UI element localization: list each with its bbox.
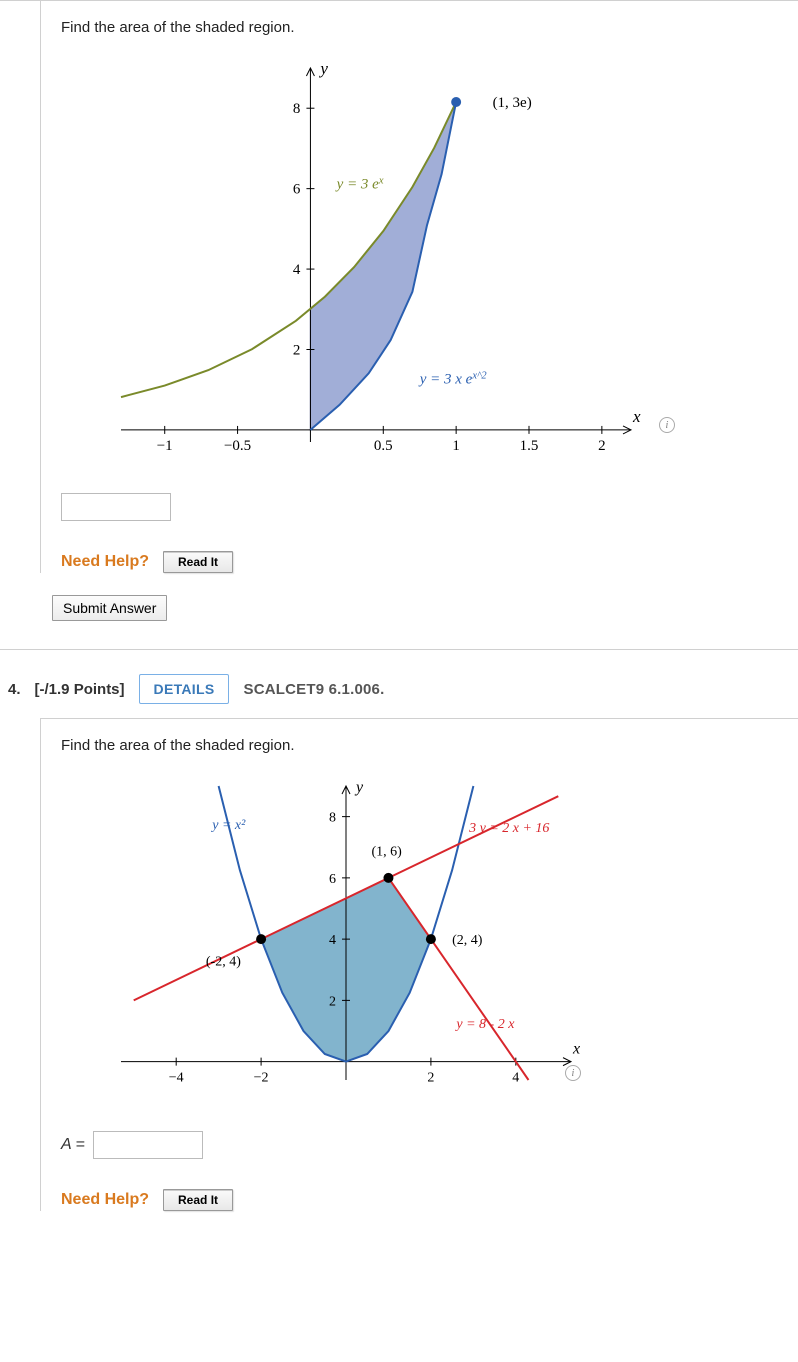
svg-text:y = 8 - 2 x: y = 8 - 2 x	[454, 1017, 515, 1032]
svg-text:4: 4	[512, 1071, 519, 1086]
need-help-label: Need Help?	[61, 1191, 149, 1209]
svg-text:−1: −1	[157, 438, 173, 454]
svg-text:(1, 6): (1, 6)	[371, 844, 402, 859]
graph-svg-q3: x y −1 −0.5 0.5 1 1.5 2 2 4 6 8 y = 3 ex y = 3 x ex^2…	[91, 50, 651, 470]
info-icon[interactable]: i	[659, 417, 675, 433]
svg-text:1: 1	[452, 438, 460, 454]
svg-text:2: 2	[427, 1071, 434, 1086]
svg-text:(2, 4): (2, 4)	[452, 933, 483, 948]
svg-text:(1, 3e): (1, 3e)	[493, 95, 532, 111]
question-block-3: Find the area of the shaded region. x y −1…	[0, 0, 798, 649]
answer-prefix-label: A =	[61, 1136, 85, 1154]
answer-row	[61, 493, 778, 521]
question-number: 4.	[8, 681, 21, 698]
svg-text:y = 3 x ex^2: y = 3 x ex^2	[418, 370, 488, 388]
svg-text:2: 2	[598, 438, 606, 454]
submit-row: Submit Answer	[52, 595, 798, 621]
submit-answer-button[interactable]: Submit Answer	[52, 595, 167, 621]
svg-text:3 y = 2 x + 16: 3 y = 2 x + 16	[468, 821, 549, 836]
svg-text:x: x	[632, 407, 641, 426]
question-content: Find the area of the shaded region. x y −1…	[40, 1, 798, 573]
svg-text:0.5: 0.5	[374, 438, 393, 454]
svg-text:y = 3 ex: y = 3 ex	[335, 175, 384, 193]
answer-input[interactable]	[93, 1131, 203, 1159]
question-header: 4. [-/1.9 Points] DETAILS SCALCET9 6.1.0…	[0, 650, 798, 718]
need-help-label: Need Help?	[61, 553, 149, 571]
question-prompt: Find the area of the shaded region.	[61, 19, 778, 36]
svg-text:x: x	[572, 1041, 580, 1058]
graph-svg-q4: x y −4 −2 2 4 2 4 6 8 y = x² 3 y = 2 x + 16 y = 8 - …	[91, 768, 591, 1108]
need-help-row: Need Help? Read It	[61, 1189, 778, 1211]
answer-input[interactable]	[61, 493, 171, 521]
svg-text:(-2, 4): (-2, 4)	[206, 955, 241, 970]
svg-text:−0.5: −0.5	[224, 438, 251, 454]
svg-text:8: 8	[293, 101, 301, 117]
question-source: SCALCET9 6.1.006.	[243, 681, 384, 698]
svg-text:y: y	[354, 779, 364, 796]
need-help-row: Need Help? Read It	[61, 551, 778, 573]
question-points: [-/1.9 Points]	[35, 681, 125, 698]
read-it-button[interactable]: Read It	[163, 551, 233, 573]
svg-text:8: 8	[329, 811, 336, 826]
svg-text:y: y	[318, 59, 328, 78]
graph-area: x y −4 −2 2 4 2 4 6 8 y = x² 3 y = 2 x + 16 y = 8 - …	[91, 768, 778, 1111]
svg-text:2: 2	[329, 994, 336, 1009]
details-button[interactable]: DETAILS	[139, 674, 230, 704]
svg-text:−2: −2	[254, 1071, 269, 1086]
graph-area: x y −1 −0.5 0.5 1 1.5 2 2 4 6 8 y = 3 ex y = 3 x ex^2…	[91, 50, 778, 473]
question-block-4: 4. [-/1.9 Points] DETAILS SCALCET9 6.1.0…	[0, 649, 798, 1231]
svg-text:6: 6	[329, 872, 336, 887]
question-content: Find the area of the shaded region. x y −4…	[40, 718, 798, 1211]
question-prompt: Find the area of the shaded region.	[61, 737, 778, 754]
svg-text:4: 4	[329, 933, 336, 948]
svg-text:y = x²: y = x²	[210, 818, 246, 833]
svg-text:−4: −4	[169, 1071, 184, 1086]
svg-text:1.5: 1.5	[520, 438, 539, 454]
svg-text:2: 2	[293, 343, 301, 359]
info-icon[interactable]: i	[565, 1065, 581, 1081]
answer-row: A =	[61, 1131, 778, 1159]
svg-text:6: 6	[293, 182, 301, 198]
svg-text:4: 4	[293, 262, 301, 278]
read-it-button[interactable]: Read It	[163, 1189, 233, 1211]
